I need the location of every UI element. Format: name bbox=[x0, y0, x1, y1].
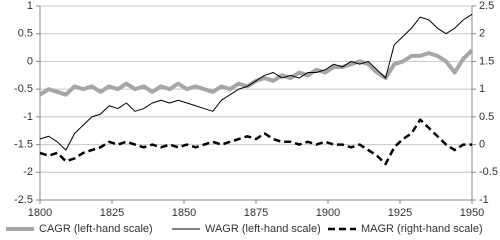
y-tick-label: -2 bbox=[23, 166, 33, 178]
y-tick-label: 0 bbox=[27, 55, 33, 67]
y-tick-label: -1.5 bbox=[14, 138, 33, 150]
x-tick-label: 1900 bbox=[316, 207, 340, 219]
x-tick-label: 1850 bbox=[172, 207, 196, 219]
y-tick-label: -1 bbox=[23, 111, 33, 123]
y-tick-label: -0.5 bbox=[14, 83, 33, 95]
y2-tick-label: 2.5 bbox=[479, 0, 494, 12]
y2-tick-label: 1 bbox=[479, 83, 485, 95]
y2-tick-label: 0.5 bbox=[479, 111, 494, 123]
series-line bbox=[39, 118, 472, 166]
legend-label: WAGR (left-hand scale) bbox=[205, 223, 321, 235]
y-tick-label: 1 bbox=[27, 0, 33, 12]
legend-label: MAGR (right-hand scale) bbox=[361, 223, 483, 235]
y2-tick-label: 0 bbox=[479, 138, 485, 150]
y-tick-label: -2.5 bbox=[14, 194, 33, 206]
series-line bbox=[39, 13, 473, 151]
y-tick-label: 0.5 bbox=[18, 28, 33, 40]
x-tick-label: 1875 bbox=[244, 207, 268, 219]
y2-tick-label: 1.5 bbox=[479, 55, 494, 67]
x-tick-label: 1825 bbox=[100, 207, 124, 219]
series-line bbox=[38, 48, 474, 97]
legend-label: CAGR (left-hand scale) bbox=[39, 223, 153, 235]
x-tick-label: 1925 bbox=[388, 207, 412, 219]
y2-tick-label: 2 bbox=[479, 28, 485, 40]
y2-tick-label: -0.5 bbox=[479, 166, 498, 178]
x-tick-label: 1950 bbox=[460, 207, 484, 219]
x-tick-label: 1800 bbox=[28, 207, 52, 219]
y2-tick-label: -1 bbox=[479, 194, 489, 206]
